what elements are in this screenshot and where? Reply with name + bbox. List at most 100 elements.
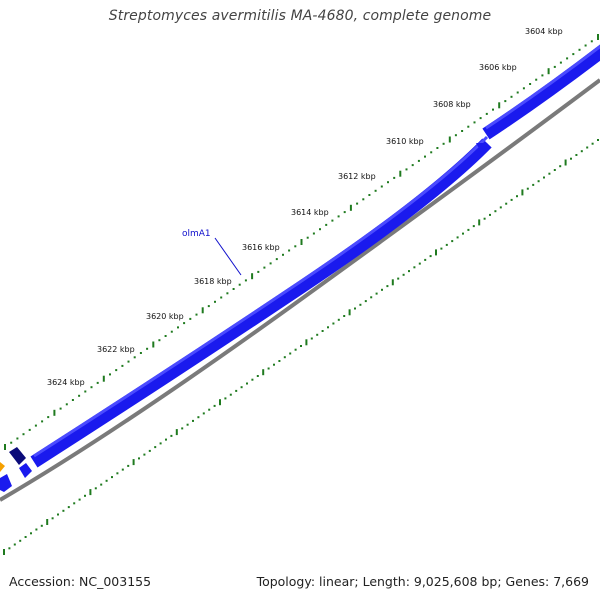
minor-tick xyxy=(316,333,319,336)
minor-tick xyxy=(473,121,476,124)
gene-band-main[interactable] xyxy=(30,138,492,468)
minor-tick xyxy=(327,326,329,329)
minor-tick xyxy=(411,164,414,167)
major-tick xyxy=(132,459,135,466)
minor-tick xyxy=(288,249,291,252)
minor-tick xyxy=(510,95,513,98)
minor-tick xyxy=(370,296,373,299)
minor-tick xyxy=(127,464,130,467)
minor-tick xyxy=(57,513,59,516)
ruler-tick-label: 3620 kbp xyxy=(146,312,184,321)
minor-tick xyxy=(170,330,173,333)
minor-tick xyxy=(24,536,27,538)
minor-tick xyxy=(430,151,433,154)
minor-tick xyxy=(413,266,416,269)
minor-tick xyxy=(197,416,200,419)
minor-tick xyxy=(393,176,396,179)
minor-tick xyxy=(408,270,410,273)
minor-tick xyxy=(359,303,362,306)
ruler-tick-label: 3618 kbp xyxy=(194,277,232,286)
minor-tick xyxy=(483,217,486,220)
minor-tick xyxy=(146,347,149,350)
minor-tick xyxy=(244,279,247,282)
major-tick xyxy=(152,341,155,348)
minor-tick xyxy=(47,416,50,419)
minor-tick xyxy=(590,40,593,43)
minor-tick xyxy=(127,360,130,363)
minor-tick xyxy=(566,57,569,60)
minor-tick xyxy=(364,300,367,303)
minor-tick xyxy=(116,472,119,475)
minor-tick xyxy=(331,219,334,222)
ruler-labels: 3604 kbp 3606 kbp 3608 kbp 3610 kbp 3612 kbp… xyxy=(47,27,563,387)
minor-tick xyxy=(417,159,420,162)
minor-tick xyxy=(10,441,13,444)
minor-tick xyxy=(456,236,459,239)
minor-tick xyxy=(269,262,272,265)
minor-tick xyxy=(362,198,365,201)
minor-tick xyxy=(516,195,518,198)
minor-tick xyxy=(586,146,589,149)
minor-tick xyxy=(597,139,599,141)
major-tick xyxy=(262,369,265,376)
minor-tick xyxy=(492,108,494,111)
gene-band-upper[interactable] xyxy=(482,44,600,140)
minor-tick xyxy=(570,157,572,160)
gene-small-dark[interactable] xyxy=(9,447,26,465)
gene-small-blue-1[interactable] xyxy=(19,463,32,478)
minor-tick xyxy=(121,468,124,471)
minor-tick xyxy=(235,389,238,392)
minor-tick xyxy=(499,206,502,209)
minor-tick xyxy=(575,154,578,156)
minor-tick xyxy=(34,424,37,427)
minor-tick xyxy=(461,130,464,132)
minor-tick xyxy=(535,78,538,81)
minor-tick xyxy=(192,419,194,422)
ruler-tick-label: 3608 kbp xyxy=(433,100,471,109)
minor-tick xyxy=(263,266,266,269)
minor-tick xyxy=(177,326,179,329)
minor-tick xyxy=(402,273,405,276)
minor-tick xyxy=(467,125,470,128)
minor-tick xyxy=(332,322,335,325)
major-tick xyxy=(435,249,437,256)
gene-small-orange[interactable] xyxy=(0,462,5,472)
minor-tick xyxy=(94,487,97,490)
minor-tick xyxy=(35,528,38,531)
minor-tick xyxy=(424,155,426,158)
major-tick xyxy=(201,307,204,314)
minor-tick xyxy=(133,356,136,359)
minor-tick xyxy=(505,202,508,205)
minor-tick xyxy=(572,53,575,56)
minor-tick xyxy=(442,142,445,145)
minor-tick xyxy=(229,393,232,396)
minor-tick xyxy=(202,412,205,415)
minor-tick xyxy=(13,543,16,546)
gene-label-olmA1[interactable]: olmA1 xyxy=(182,229,211,239)
minor-tick xyxy=(238,283,241,286)
minor-tick xyxy=(504,100,507,103)
minor-tick xyxy=(267,367,270,370)
minor-tick xyxy=(62,509,65,512)
minor-tick xyxy=(256,375,259,377)
minor-tick xyxy=(208,408,211,411)
minor-tick xyxy=(73,502,76,505)
minor-tick xyxy=(436,147,439,149)
minor-tick xyxy=(111,476,113,479)
minor-tick xyxy=(278,360,281,362)
minor-tick xyxy=(159,442,162,445)
minor-tick xyxy=(282,253,284,256)
minor-tick xyxy=(300,345,302,347)
minor-tick xyxy=(84,390,87,393)
minor-tick xyxy=(214,300,216,303)
minor-tick xyxy=(100,483,103,486)
minor-tick xyxy=(289,352,292,355)
major-tick xyxy=(349,204,352,211)
minor-tick xyxy=(380,185,383,188)
gene-label-leader xyxy=(214,237,242,276)
gene-small-blue-2[interactable] xyxy=(0,474,12,492)
minor-tick xyxy=(41,420,44,423)
minor-tick xyxy=(337,215,340,218)
minor-tick xyxy=(105,479,108,482)
